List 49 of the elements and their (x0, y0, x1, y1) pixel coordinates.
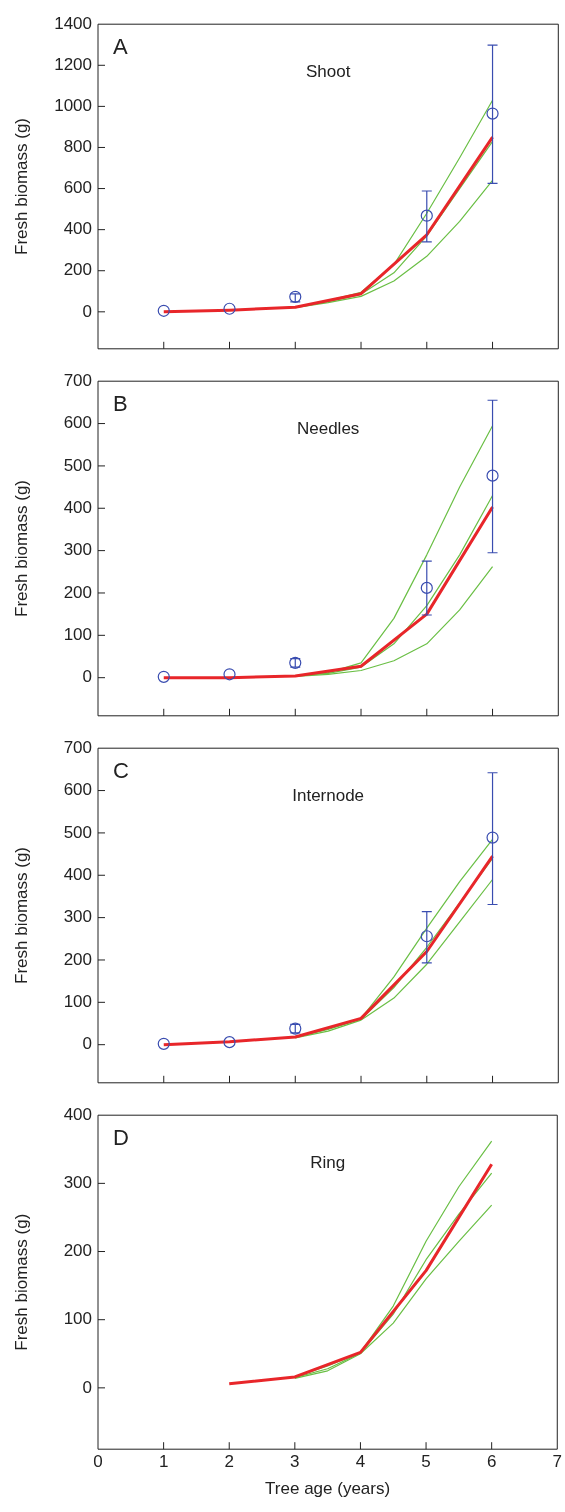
y-tick-label: 300 (63, 540, 92, 560)
y-tick-label: 200 (63, 582, 92, 602)
x-tick-label: 2 (224, 1452, 234, 1472)
y-tick-label: 200 (63, 949, 92, 969)
y-tick-label: 600 (63, 178, 92, 198)
annotation: A (113, 34, 128, 60)
y-tick-label: 600 (63, 780, 92, 800)
y-tick-label: 0 (82, 301, 92, 321)
y-tick-label: 0 (82, 1377, 92, 1397)
y-tick-label: 1000 (54, 96, 92, 116)
y-tick-label: 500 (63, 455, 92, 475)
y-axis-title: Fresh biomass (g) (11, 1213, 31, 1351)
y-tick-label: 700 (63, 370, 92, 390)
y-tick-label: 0 (82, 1034, 92, 1054)
x-axis-title: Tree age (years) (265, 1479, 391, 1499)
y-tick-label: 300 (63, 907, 92, 927)
x-tick-label: 4 (355, 1452, 366, 1472)
x-tick-label: 1 (158, 1452, 169, 1472)
text: Ring (310, 1152, 346, 1172)
y-axis-title: Fresh biomass (g) (11, 118, 31, 255)
y-tick-label: 300 (63, 1173, 92, 1193)
annotation: C (113, 758, 129, 784)
text: Needles (296, 418, 360, 438)
x-tick-label: 5 (421, 1452, 431, 1472)
x-tick-label: 3 (290, 1452, 300, 1472)
y-tick-label: 1200 (54, 54, 92, 74)
y-tick-label: 400 (63, 497, 92, 517)
y-tick-label: 700 (63, 737, 92, 757)
y-axis-title: Fresh biomass (g) (11, 480, 31, 617)
x-tick-label: 7 (552, 1452, 563, 1472)
annotation: B (113, 391, 128, 417)
y-tick-label: 200 (63, 1241, 92, 1261)
y-tick-label: 800 (63, 137, 92, 157)
y-tick-label: 1400 (54, 13, 92, 33)
y-tick-label: 400 (63, 864, 92, 884)
text: Shoot (305, 61, 351, 81)
y-tick-label: 100 (63, 992, 92, 1012)
y-tick-label: 400 (63, 1104, 92, 1124)
x-tick-label: 6 (486, 1452, 497, 1472)
y-tick-label: 100 (63, 625, 92, 645)
y-axis-title: Fresh biomass (g) (11, 847, 31, 984)
y-tick-label: 400 (63, 219, 92, 239)
y-tick-label: 600 (63, 413, 92, 433)
y-tick-label: 500 (63, 822, 92, 842)
annotation: D (113, 1125, 129, 1151)
text: Internode (292, 785, 365, 805)
y-tick-label: 200 (63, 260, 92, 280)
y-tick-label: 0 (82, 667, 92, 687)
y-tick-label: 100 (63, 1309, 92, 1329)
